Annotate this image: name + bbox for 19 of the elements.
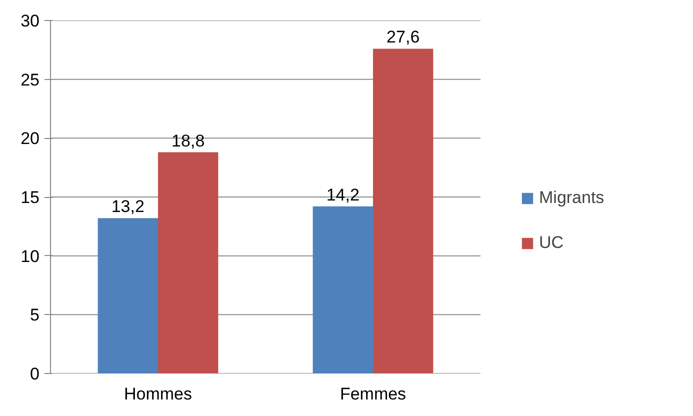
y-tick-label: 30: [20, 12, 40, 30]
y-tick-label: 20: [20, 129, 40, 148]
data-label: 14,2: [326, 185, 360, 204]
bar: [312, 206, 373, 374]
data-label: 13,2: [111, 197, 144, 216]
data-label: 18,8: [172, 131, 205, 150]
x-tick-label: Hommes: [124, 384, 192, 404]
x-tick-label: Femmes: [340, 384, 406, 404]
bar: [98, 218, 158, 374]
y-tick-label: 0: [30, 364, 40, 384]
y-tick-label: 5: [30, 306, 40, 325]
legend-label: Migrants: [539, 188, 604, 208]
y-tick-label: 25: [20, 70, 40, 90]
y-tick-label: 10: [20, 246, 40, 266]
y-tick-label: 15: [20, 188, 40, 207]
bar: [158, 152, 218, 374]
legend-label: UC: [539, 233, 564, 253]
bar: [373, 48, 434, 374]
data-label: 27,6: [386, 28, 420, 47]
